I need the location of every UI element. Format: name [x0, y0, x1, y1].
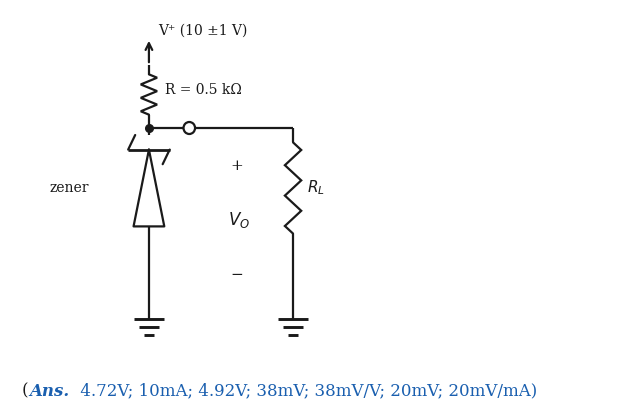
Text: −: − [230, 268, 243, 282]
Text: $R_L$: $R_L$ [306, 179, 324, 197]
Text: V⁺ (10 ±1 V): V⁺ (10 ±1 V) [159, 24, 248, 38]
Text: zener: zener [50, 181, 89, 195]
Circle shape [184, 122, 195, 134]
Text: +: + [230, 159, 243, 173]
Text: (: ( [21, 382, 28, 399]
Text: R = 0.5 kΩ: R = 0.5 kΩ [165, 83, 242, 97]
Text: Ans.: Ans. [30, 382, 70, 399]
Text: 4.72V; 10mA; 4.92V; 38mV; 38mV/V; 20mV; 20mV/mA): 4.72V; 10mA; 4.92V; 38mV; 38mV/V; 20mV; … [75, 382, 537, 399]
Text: $V_O$: $V_O$ [228, 209, 250, 230]
